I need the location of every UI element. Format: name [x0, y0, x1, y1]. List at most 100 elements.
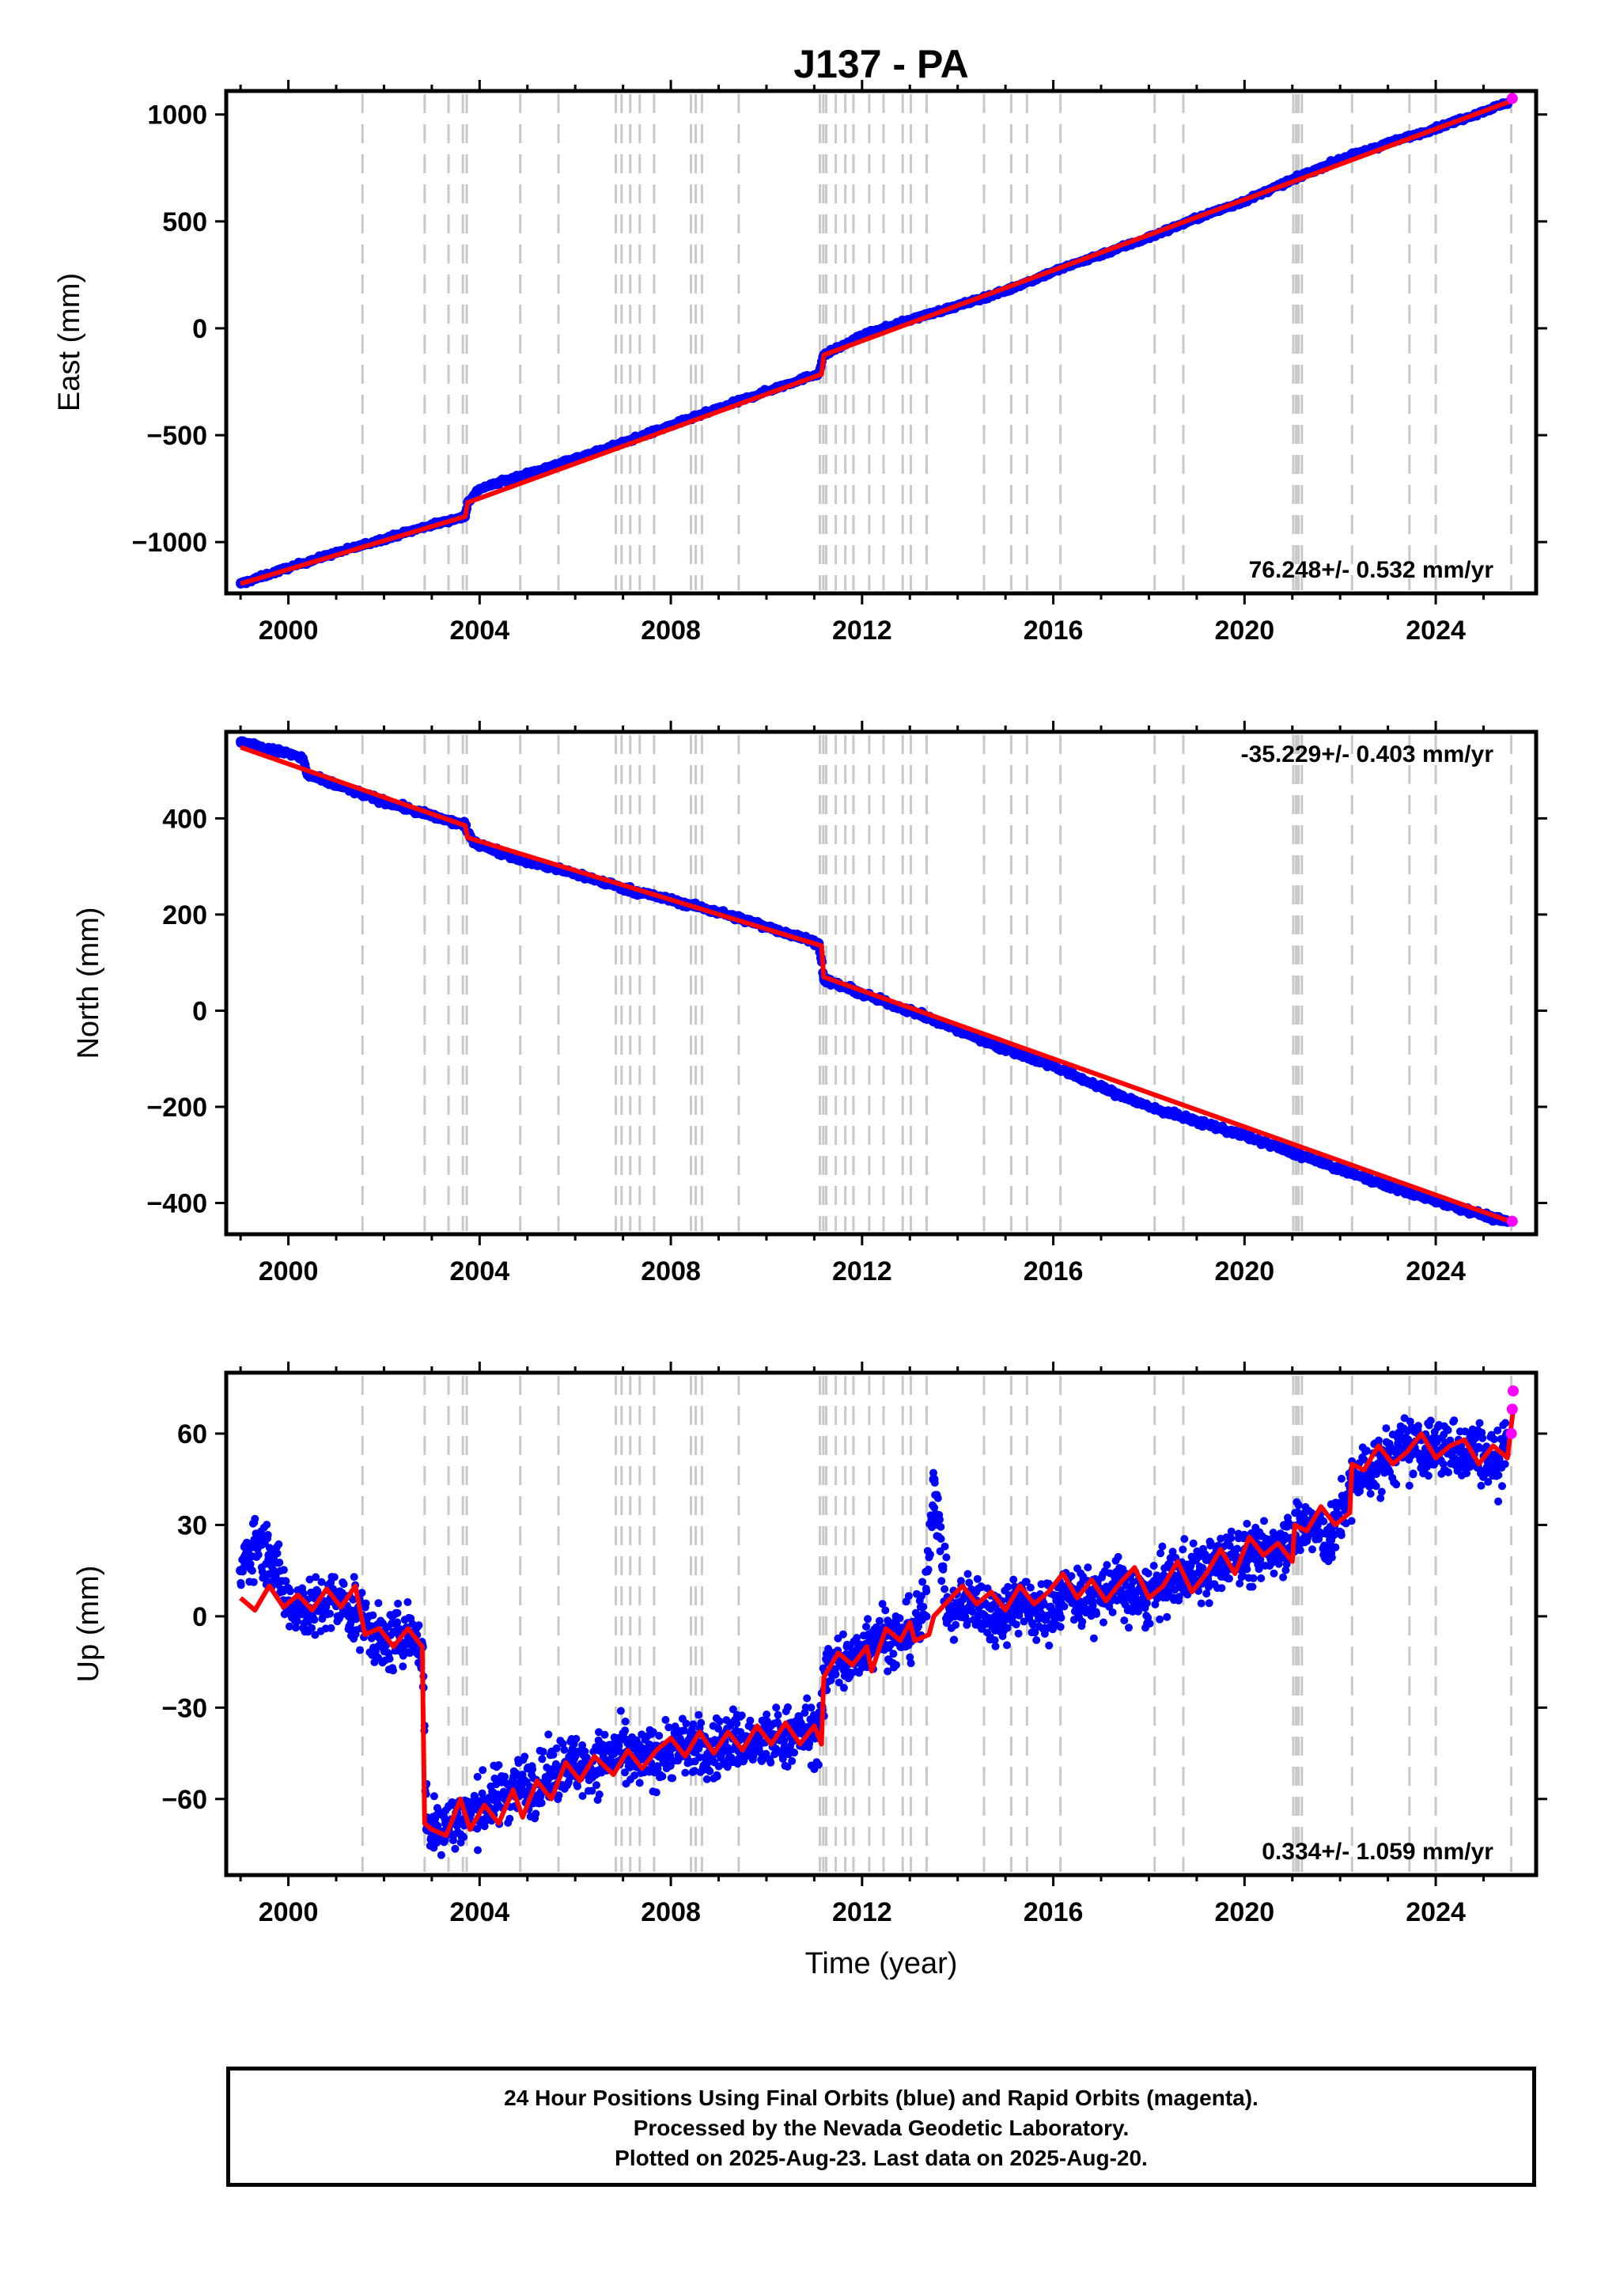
data-point	[595, 1728, 603, 1737]
data-point	[327, 1623, 335, 1632]
data-point	[537, 1798, 546, 1807]
data-point	[1335, 1164, 1346, 1174]
y-tick-label: −400	[146, 1189, 207, 1219]
data-point	[573, 1782, 581, 1790]
data-point	[1060, 1602, 1069, 1611]
data-point	[732, 1719, 741, 1728]
data-point	[236, 737, 246, 747]
y-tick-label: 0	[192, 996, 207, 1026]
data-point	[532, 1809, 540, 1818]
data-point	[714, 1762, 723, 1771]
data-point	[538, 1755, 547, 1764]
data-point	[539, 1748, 547, 1756]
x-tick-label: 2012	[832, 1256, 892, 1286]
data-point	[1108, 1608, 1117, 1616]
data-point	[906, 1659, 915, 1668]
y-tick-label: −200	[146, 1093, 207, 1123]
data-point	[783, 1763, 792, 1771]
data-point	[356, 1646, 364, 1654]
data-point	[963, 1616, 971, 1625]
data-point	[1045, 1641, 1054, 1650]
chart-title: J137 - PA	[793, 42, 968, 86]
data-point	[763, 1711, 771, 1718]
data-point	[839, 1684, 848, 1692]
data-point	[706, 1767, 714, 1775]
data-point	[385, 1654, 394, 1663]
data-point	[308, 1623, 316, 1632]
data-point	[723, 1763, 732, 1771]
data-point	[310, 1616, 319, 1624]
data-point	[621, 1726, 630, 1735]
data-point	[941, 1585, 949, 1593]
x-tick-label: 2024	[1406, 616, 1466, 646]
data-point	[655, 1731, 664, 1740]
data-point	[520, 1752, 529, 1761]
data-point	[1003, 1641, 1011, 1650]
data-point	[1022, 1578, 1031, 1586]
data-point	[884, 1667, 892, 1676]
data-point	[695, 1711, 703, 1719]
data-point	[621, 1768, 629, 1777]
data-point	[807, 1703, 816, 1712]
data-point	[895, 1614, 904, 1623]
data-point	[312, 1573, 320, 1582]
data-point	[681, 1768, 690, 1777]
data-point	[1009, 1575, 1018, 1584]
data-point	[479, 1766, 487, 1775]
data-point	[297, 753, 308, 763]
panel-north: 2000 2004 2008 2012 2016 2020 2024−400−2000200…	[72, 721, 1547, 1286]
y-tick-label: 1000	[147, 100, 207, 131]
data-point	[552, 1744, 561, 1752]
plot-frame	[224, 89, 1539, 596]
data-point	[578, 1792, 587, 1800]
data-point	[1240, 1131, 1250, 1141]
data-point	[766, 1758, 775, 1767]
data-point	[917, 1592, 925, 1601]
x-tick-label: 2004	[450, 1256, 510, 1286]
data-point	[393, 1608, 402, 1617]
data-point	[881, 1606, 890, 1615]
panel-up: 2000 2004 2008 2012 2016 2020 2024−60−3003060U…	[72, 1362, 1547, 1980]
x-tick-label: 2000	[259, 1256, 319, 1286]
data-point	[714, 1724, 722, 1733]
data-point	[582, 1753, 591, 1762]
data-point	[1004, 1582, 1012, 1591]
data-point	[875, 1616, 884, 1625]
data-point	[1056, 1623, 1065, 1631]
data-point	[774, 1711, 782, 1719]
data-point	[1026, 1583, 1035, 1592]
plot-area	[236, 93, 1518, 589]
data-point	[746, 1716, 755, 1725]
data-point	[968, 1608, 977, 1616]
series-final-orbits	[236, 1414, 1512, 1859]
data-point	[942, 1553, 951, 1562]
plot-area	[236, 1385, 1519, 1859]
data-point	[1120, 1616, 1129, 1625]
data-point	[1144, 1101, 1154, 1112]
data-point	[965, 1578, 974, 1587]
data-point	[855, 1640, 864, 1649]
data-point	[952, 1620, 960, 1629]
data-point	[939, 1562, 948, 1570]
data-point	[560, 1745, 569, 1754]
data-point	[358, 1589, 366, 1597]
data-point	[1191, 1116, 1202, 1127]
data-point	[293, 1617, 301, 1626]
data-point	[1014, 1629, 1023, 1638]
data-point	[1113, 1597, 1122, 1605]
data-point	[549, 1750, 558, 1759]
y-axis-label: North (mm)	[72, 907, 105, 1059]
data-point	[263, 1521, 271, 1529]
data-point	[494, 1761, 503, 1769]
data-point	[729, 1705, 737, 1714]
x-tick-label: 2016	[1024, 1256, 1084, 1286]
data-point	[572, 1734, 581, 1743]
data-point	[772, 1703, 781, 1712]
model-line	[240, 744, 1513, 1225]
data-point	[680, 1726, 688, 1735]
data-point	[473, 1772, 482, 1781]
data-point	[249, 1578, 258, 1586]
data-point	[478, 1789, 486, 1798]
data-point	[326, 1609, 335, 1618]
data-point	[815, 1760, 823, 1769]
